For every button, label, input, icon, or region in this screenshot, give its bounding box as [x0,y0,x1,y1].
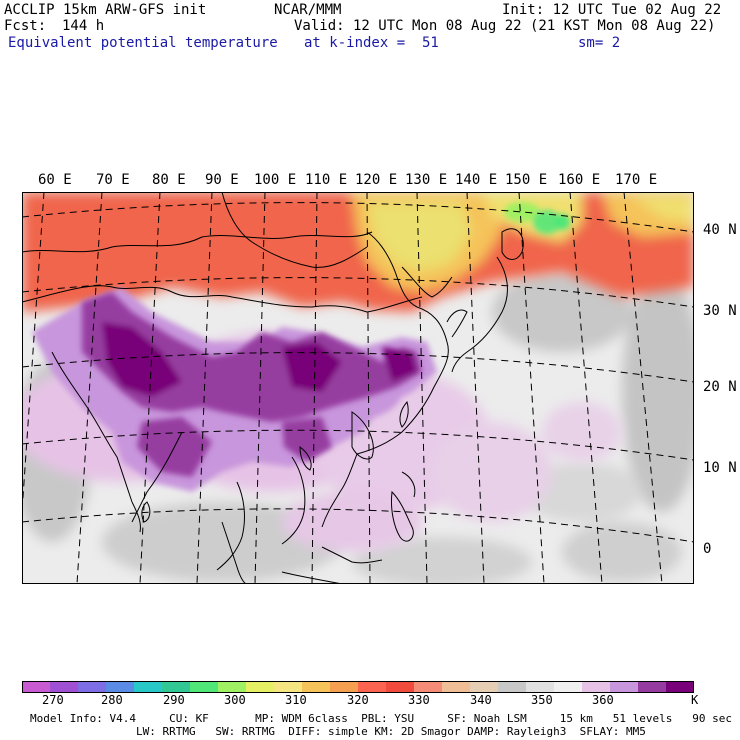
lon-label: 60 E [38,172,72,188]
lat-label: 20 N [703,379,737,395]
colorbar-swatch [358,681,387,693]
colorbar-swatch [610,681,639,693]
colorbar-swatch [582,681,611,693]
field-name: Equivalent potential temperature [8,35,278,51]
lon-label: 160 E [558,172,601,188]
colorbar-swatch [134,681,163,693]
level-index: at k-index = 51 [304,35,439,51]
lat-label: 40 N [703,222,737,238]
colorbar-label: 290 [163,693,185,707]
colorbar-swatch [526,681,555,693]
green-spot [504,202,570,234]
lat-label: 30 N [703,303,737,319]
colorbar-swatch [162,681,191,693]
model-info-line1: Model Info: V4.4 CU: KF MP: WDM 6class P… [30,712,732,725]
colorbar-label: 350 [531,693,553,707]
lon-label: 140 E [455,172,498,188]
theta-e-map [22,192,694,584]
lon-label: 170 E [615,172,658,188]
colorbar-label: 330 [408,693,430,707]
colorbar-label: 360 [592,693,614,707]
colorbar-swatch [22,681,51,693]
lon-label: 70 E [96,172,130,188]
colorbar-label: 270 [42,693,64,707]
colorbar-swatch [190,681,219,693]
init-time: Init: 12 UTC Tue 02 Aug 22 [502,2,722,18]
colorbar-swatch [442,681,471,693]
colorbar-labels: 270 280 290 300 310 320 330 340 350 360 … [0,693,740,709]
colorbar-swatch [274,681,303,693]
colorbar-swatch [666,681,694,693]
colorbar-swatch [246,681,275,693]
colorbar-swatch [554,681,583,693]
lat-label: 10 N [703,460,737,476]
coastlines [22,192,524,584]
forecast-hour: 144 h [62,18,105,34]
colorbar-swatch [638,681,667,693]
organization-label: NCAR/MMM [274,2,342,18]
colorbar-label: 320 [347,693,369,707]
colorbar-label: 280 [101,693,123,707]
colorbar-swatch [330,681,359,693]
warm-band [22,192,694,312]
lon-label: 120 E [355,172,398,188]
lat-label: 0 [703,541,712,557]
lon-label: 100 E [254,172,297,188]
graticule [22,192,694,584]
colorbar-swatch [498,681,527,693]
colorbar-swatch [218,681,247,693]
lon-label: 130 E [405,172,448,188]
map-frame [22,192,694,584]
smoothing-label: sm= 2 [578,35,621,51]
colorbar-swatch [106,681,135,693]
colorbar-swatch [50,681,79,693]
colorbar-swatch [414,681,443,693]
colorbar-swatch [302,681,331,693]
colorbar-label: 300 [224,693,246,707]
colorbar-label: 310 [285,693,307,707]
valid-time: Valid: 12 UTC Mon 08 Aug 22 (21 KST Mon … [294,18,716,34]
colorbar-swatch [386,681,415,693]
forecast-label: Fcst: [4,18,47,34]
colorbar-swatch [78,681,107,693]
model-title: ACCLIP 15km ARW-GFS init [4,2,207,18]
colorbar-swatch [470,681,499,693]
lon-label: 80 E [152,172,186,188]
model-info-line2: LW: RRTMG SW: RRTMG DIFF: simple KM: 2D … [30,725,646,738]
colorbar [22,681,694,693]
longitude-labels: 60 E 70 E 80 E 90 E 100 E 110 E 120 E 13… [0,172,740,188]
lon-label: 150 E [505,172,548,188]
colorbar-label: 340 [470,693,492,707]
lon-label: 90 E [205,172,239,188]
colorbar-unit: K [691,693,699,707]
lon-label: 110 E [305,172,348,188]
